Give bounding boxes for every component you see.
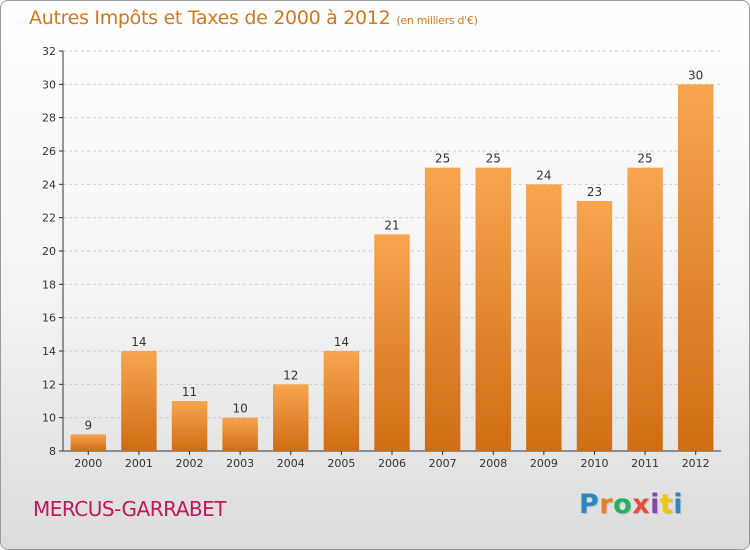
- bar-2003: [222, 417, 258, 451]
- chart-unit: (en milliers d'€): [396, 14, 478, 27]
- x-tick-label-2001: 2001: [125, 457, 153, 470]
- x-tick-label-2009: 2009: [530, 457, 558, 470]
- x-tick-label-2002: 2002: [176, 457, 204, 470]
- x-tick-label-2004: 2004: [277, 457, 305, 470]
- data-label-2005: 14: [334, 335, 349, 349]
- bar-2000: [70, 434, 107, 451]
- data-label-2011: 25: [637, 152, 652, 166]
- chart-title-text: Autres Impôts et Taxes de 2000 à 2012: [29, 7, 391, 29]
- data-label-2003: 10: [233, 402, 248, 416]
- data-label-2000: 9: [84, 418, 92, 432]
- bar-2004: [273, 384, 309, 451]
- data-label-2008: 25: [486, 152, 501, 166]
- logo-letter: x: [632, 489, 651, 520]
- y-tick-label: 12: [42, 378, 56, 391]
- y-tick-label: 14: [42, 345, 56, 358]
- data-label-2007: 25: [435, 152, 450, 166]
- y-tick-label: 30: [42, 78, 56, 91]
- bar-2002: [171, 401, 208, 451]
- bar-2008: [475, 167, 511, 451]
- x-tick-label-2007: 2007: [429, 457, 457, 470]
- x-tick-label-2006: 2006: [378, 457, 406, 470]
- data-label-2002: 11: [182, 385, 197, 399]
- x-tick-label-2003: 2003: [226, 457, 254, 470]
- y-tick-label: 16: [42, 312, 56, 325]
- bar-2001: [121, 351, 157, 451]
- bar-2007: [424, 167, 461, 451]
- x-tick-label-2011: 2011: [631, 457, 659, 470]
- x-tick-label-2000: 2000: [74, 457, 102, 470]
- data-label-2009: 24: [536, 168, 551, 182]
- data-label-2010: 23: [587, 185, 602, 199]
- logo-letter: t: [659, 489, 674, 520]
- proxiti-logo[interactable]: Proxiti: [579, 489, 683, 520]
- place-name: MERCUS-GARRABET: [33, 497, 226, 521]
- bars: [70, 84, 714, 452]
- logo-letter: i: [673, 489, 684, 520]
- y-tick-label: 20: [42, 245, 56, 258]
- chart-title: Autres Impôts et Taxes de 2000 à 2012 (en…: [29, 7, 478, 29]
- logo-letter: o: [613, 489, 633, 520]
- logo-letter: i: [650, 489, 660, 520]
- x-tick-label-2010: 2010: [580, 457, 608, 470]
- data-label-2004: 12: [283, 368, 298, 382]
- x-tick-label-2005: 2005: [327, 457, 355, 470]
- y-tick-label: 32: [42, 45, 56, 58]
- data-label-2012: 30: [688, 68, 703, 82]
- bar-2009: [526, 184, 562, 452]
- data-label-2001: 14: [131, 335, 146, 349]
- data-label-2006: 21: [384, 218, 399, 232]
- bar-2005: [323, 351, 360, 451]
- bar-2011: [627, 167, 663, 451]
- y-tick-label: 24: [42, 178, 56, 191]
- logo-letter: P: [579, 489, 600, 520]
- y-tick-label: 10: [42, 412, 56, 425]
- bar-2006: [374, 234, 410, 451]
- data-labels: 9 14 11 10 12 14 21 25 25 24 23 25 30: [84, 68, 703, 432]
- bar-2012: [677, 84, 714, 451]
- bar-2010: [576, 201, 613, 451]
- y-tick-label: 22: [42, 212, 56, 225]
- logo-letter: r: [599, 489, 614, 520]
- x-tick-label-2008: 2008: [479, 457, 507, 470]
- x-tick-label-2012: 2012: [682, 457, 710, 470]
- y-tick-label: 18: [42, 278, 56, 291]
- y-tick-label: 28: [42, 112, 56, 125]
- y-tick-label: 8: [49, 445, 56, 458]
- y-tick-label: 26: [42, 145, 56, 158]
